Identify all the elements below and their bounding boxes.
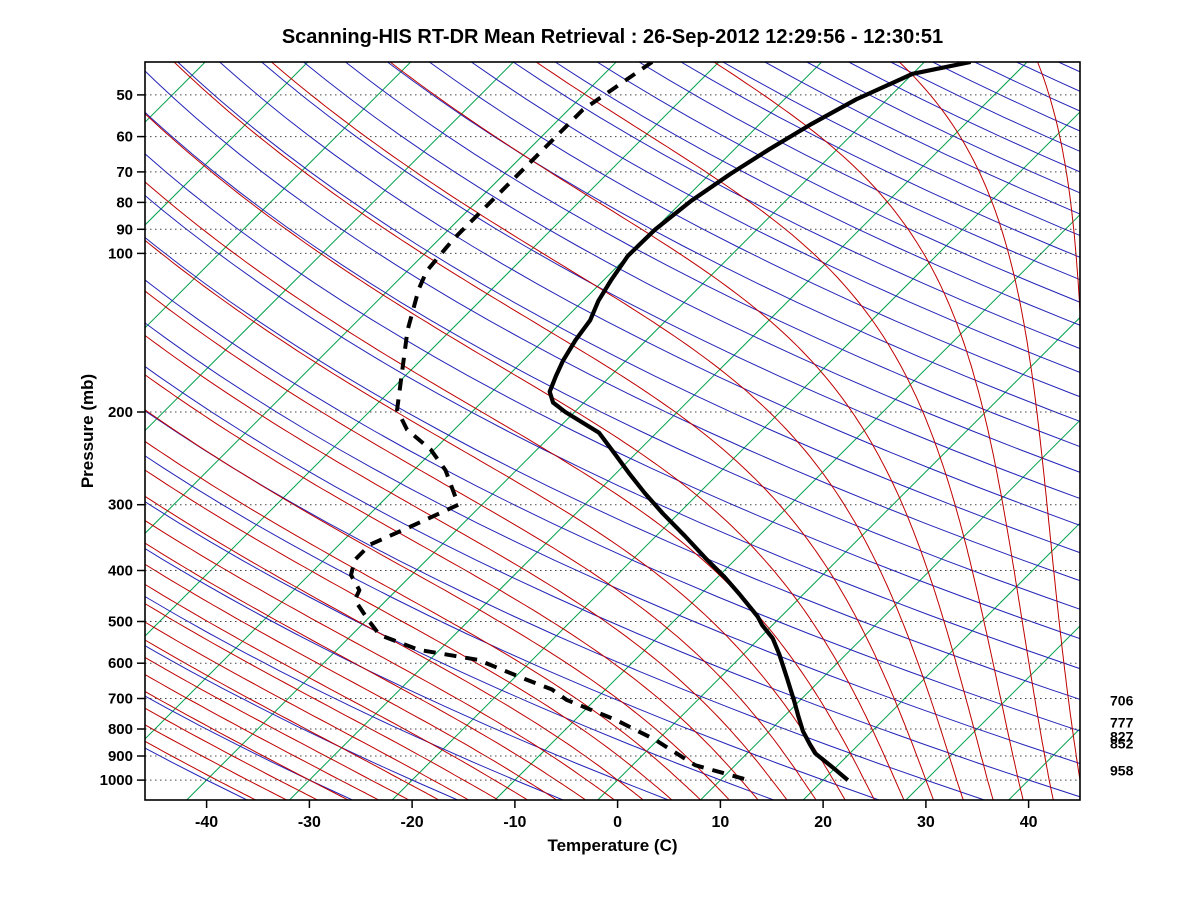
pressure-level-label: 777 [1110, 714, 1134, 730]
axis-tick-labels: 5060708090100200300400500600700800900100… [100, 87, 1038, 831]
pressure-tick-label: 50 [116, 87, 133, 104]
pressure-tick-label: 700 [108, 691, 133, 708]
pressure-tick-label: 1000 [100, 772, 133, 789]
temperature-tick-label: -20 [401, 814, 424, 831]
pressure-tick-label: 80 [116, 194, 133, 211]
temperature-tick-label: 20 [814, 814, 832, 831]
pressure-tick-label: 100 [108, 245, 133, 262]
pressure-tick-label: 500 [108, 614, 133, 631]
skewt-background [145, 62, 1080, 800]
pressure-level-label: 706 [1110, 693, 1134, 709]
pressure-tick-label: 300 [108, 497, 133, 514]
temperature-tick-label: 30 [917, 814, 935, 831]
pressure-tick-label: 70 [116, 164, 133, 181]
pressure-gridlines [145, 94, 1080, 781]
temperature-tick-label: -30 [298, 814, 321, 831]
pressure-tick-label: 90 [116, 221, 133, 238]
temperature-tick-label: 40 [1020, 814, 1038, 831]
pressure-level-label: 958 [1110, 762, 1134, 778]
dry-adiabat-lines [145, 62, 1080, 800]
dewpoint-curve [349, 62, 745, 781]
pressure-tick-label: 900 [108, 748, 133, 765]
temperature-tick-label: 10 [712, 814, 730, 831]
axis-ticks [137, 94, 1030, 808]
x-axis-label: Temperature (C) [547, 836, 678, 855]
sounding-profiles [349, 62, 972, 782]
pressure-tick-label: 60 [116, 129, 133, 146]
pressure-tick-label: 800 [108, 721, 133, 738]
pressure-level-label: 827 [1110, 729, 1134, 745]
temperature-curve [547, 62, 972, 782]
plot-frame [144, 61, 1081, 801]
temperature-tick-label: -40 [195, 814, 218, 831]
isotherm-lines [145, 62, 1080, 800]
pressure-tick-label: 600 [108, 655, 133, 672]
pressure-tick-label: 200 [108, 404, 133, 421]
temperature-tick-label: -10 [503, 814, 526, 831]
temperature-tick-label: 0 [613, 814, 622, 831]
pressure-tick-label: 400 [108, 563, 133, 580]
pressure-level-label: 852 [1110, 735, 1134, 751]
moist-adiabat-lines [145, 62, 1080, 800]
chart-title: Scanning-HIS RT-DR Mean Retrieval : 26-S… [281, 26, 944, 48]
